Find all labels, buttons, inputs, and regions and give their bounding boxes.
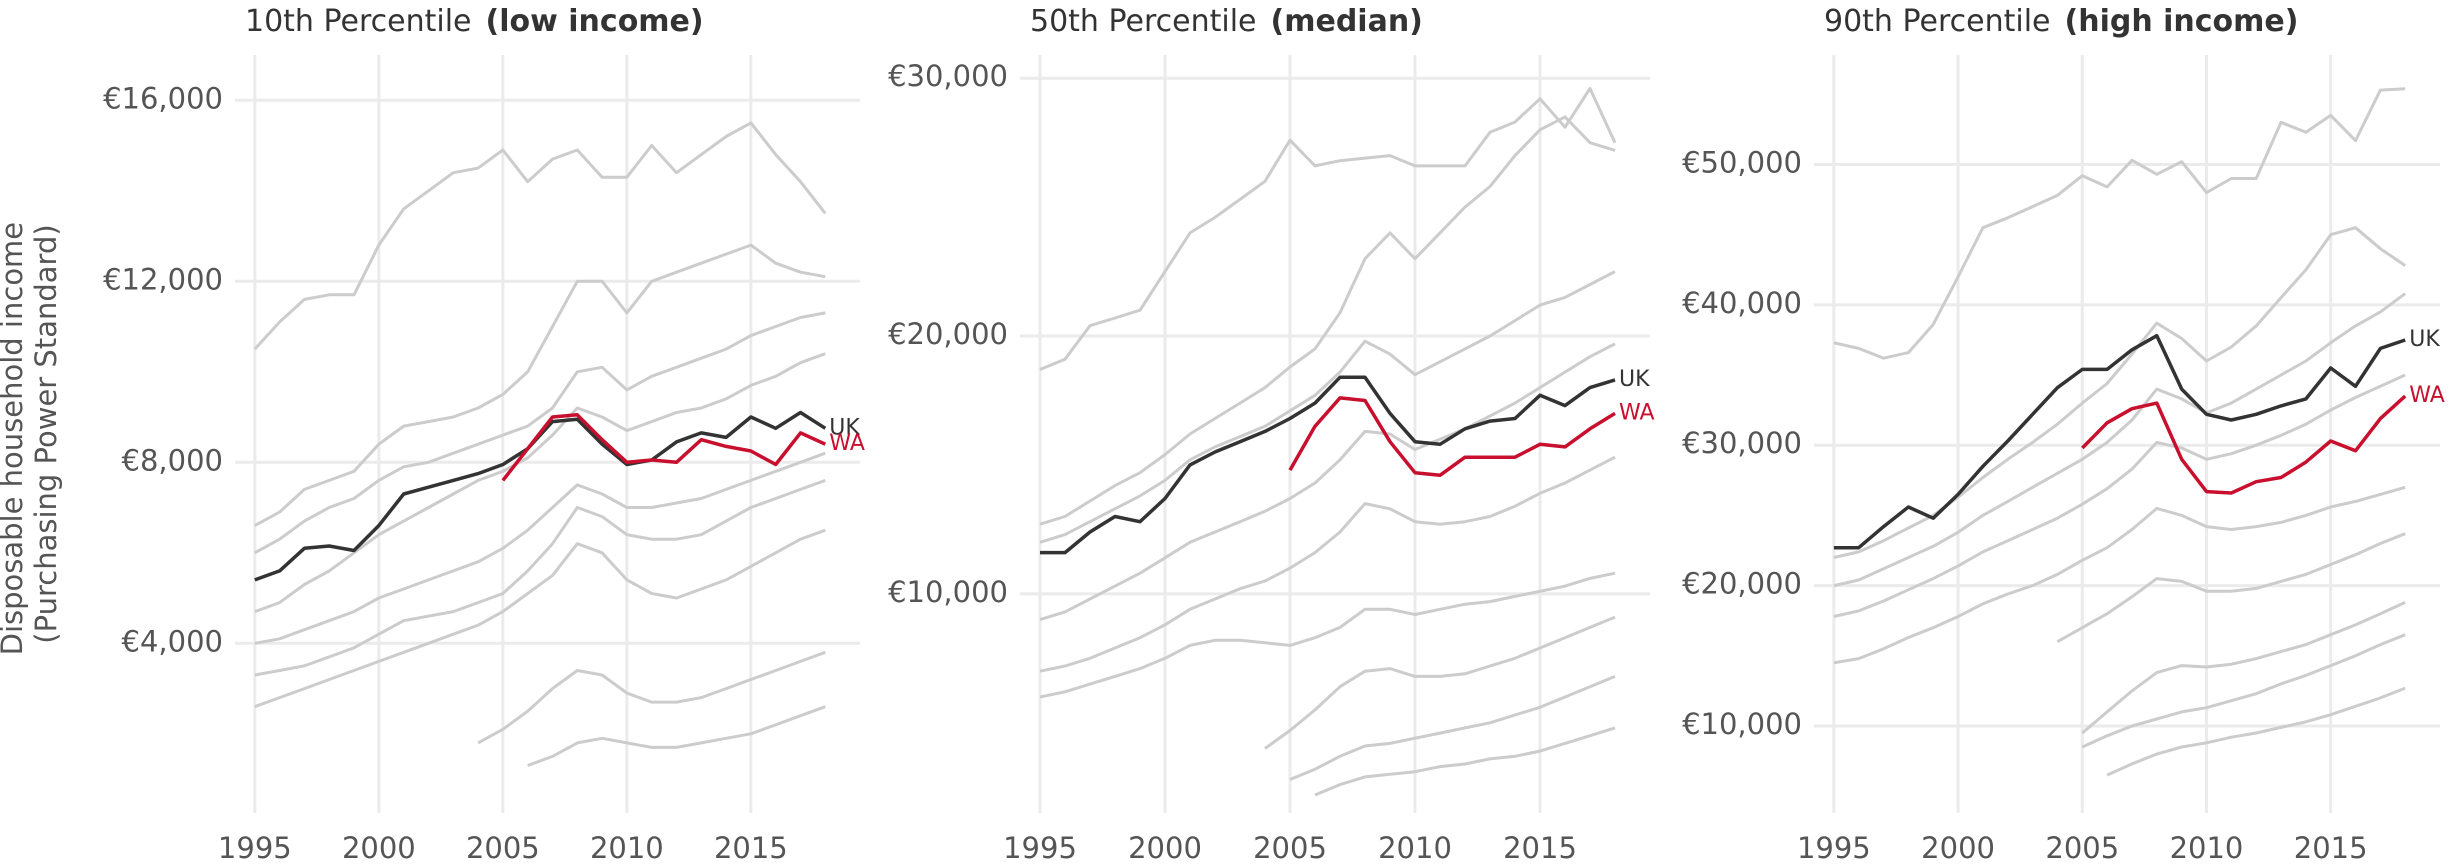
title-subtitle: (high income) bbox=[2065, 4, 2299, 39]
line bbox=[254, 311, 826, 555]
line bbox=[1039, 455, 1616, 673]
line bbox=[2081, 633, 2406, 749]
x-tick-label: 1995 bbox=[1003, 831, 1077, 865]
line bbox=[2056, 532, 2406, 644]
end-label: WA bbox=[1619, 400, 1655, 425]
panel-title: 50th Percentile (median) bbox=[1030, 4, 1423, 39]
y-tick-label: €20,000 bbox=[888, 317, 1008, 351]
x-tick-label: 2010 bbox=[2170, 831, 2244, 865]
line bbox=[2081, 601, 2406, 735]
end-label: UK bbox=[829, 415, 860, 440]
line bbox=[527, 705, 826, 767]
line bbox=[2081, 394, 2407, 495]
line bbox=[2106, 686, 2406, 777]
y-axis-label-line: Disposable household income bbox=[0, 222, 29, 656]
line bbox=[477, 650, 826, 745]
line bbox=[1833, 373, 2406, 618]
y-tick-label: €8,000 bbox=[122, 443, 223, 477]
line bbox=[1833, 87, 2406, 360]
end-label: WA bbox=[2409, 383, 2445, 408]
line bbox=[1833, 333, 2406, 550]
x-tick-label: 2000 bbox=[1128, 831, 1202, 865]
line bbox=[254, 478, 826, 677]
y-tick-label: €4,000 bbox=[122, 624, 223, 658]
y-tick-label: €20,000 bbox=[1682, 567, 1802, 601]
line bbox=[1288, 396, 1616, 478]
panel-title: 10th Percentile (low income) bbox=[245, 4, 704, 39]
line bbox=[1289, 675, 1616, 781]
line bbox=[254, 410, 827, 582]
line bbox=[253, 121, 827, 351]
x-tick-label: 1995 bbox=[1797, 831, 1871, 865]
line bbox=[254, 352, 826, 614]
y-tick-label: €40,000 bbox=[1682, 286, 1802, 320]
y-tick-label: €50,000 bbox=[1682, 145, 1802, 179]
line bbox=[1833, 292, 2407, 588]
end-label: UK bbox=[2409, 327, 2440, 352]
line bbox=[1039, 342, 1616, 622]
x-tick-label: 2010 bbox=[1378, 831, 1452, 865]
line bbox=[1833, 485, 2406, 665]
y-axis-label: Disposable household income (Purchasing … bbox=[0, 213, 63, 656]
x-tick-label: 2015 bbox=[714, 831, 788, 865]
line bbox=[1264, 615, 1616, 750]
line bbox=[1833, 226, 2407, 559]
line bbox=[1040, 375, 1616, 555]
line bbox=[1039, 270, 1616, 544]
line bbox=[1039, 87, 1617, 371]
x-tick-label: 2005 bbox=[466, 831, 540, 865]
line bbox=[254, 528, 826, 709]
y-tick-label: €12,000 bbox=[103, 262, 223, 296]
title-subtitle: (low income) bbox=[486, 4, 704, 39]
line bbox=[1314, 726, 1616, 797]
x-tick-label: 2000 bbox=[1921, 831, 1995, 865]
x-tick-label: 2010 bbox=[590, 831, 664, 865]
title-subtitle: (median) bbox=[1271, 4, 1423, 39]
title-text: 10th Percentile bbox=[245, 4, 472, 39]
panel-title: 90th Percentile (high income) bbox=[1824, 4, 2298, 39]
x-tick-label: 2005 bbox=[2045, 831, 2119, 865]
line bbox=[1039, 571, 1616, 699]
y-tick-label: €16,000 bbox=[103, 81, 223, 115]
x-tick-label: 2015 bbox=[2294, 831, 2368, 865]
title-text: 90th Percentile bbox=[1824, 4, 2051, 39]
y-tick-label: €30,000 bbox=[1682, 426, 1802, 460]
line bbox=[1039, 115, 1616, 526]
line bbox=[254, 451, 826, 645]
end-label: UK bbox=[1619, 367, 1650, 392]
line bbox=[254, 243, 826, 527]
y-tick-label: €30,000 bbox=[888, 59, 1008, 93]
y-tick-label: €10,000 bbox=[888, 575, 1008, 609]
y-axis-label-line: (Purchasing Power Standard) bbox=[29, 224, 63, 643]
end-label: WA bbox=[829, 431, 865, 456]
x-tick-label: 2015 bbox=[1503, 831, 1577, 865]
y-tick-label: €10,000 bbox=[1682, 707, 1802, 741]
line bbox=[501, 413, 827, 482]
x-tick-label: 1995 bbox=[218, 831, 292, 865]
x-tick-label: 2005 bbox=[1253, 831, 1327, 865]
title-text: 50th Percentile bbox=[1030, 4, 1257, 39]
x-tick-label: 2000 bbox=[342, 831, 416, 865]
